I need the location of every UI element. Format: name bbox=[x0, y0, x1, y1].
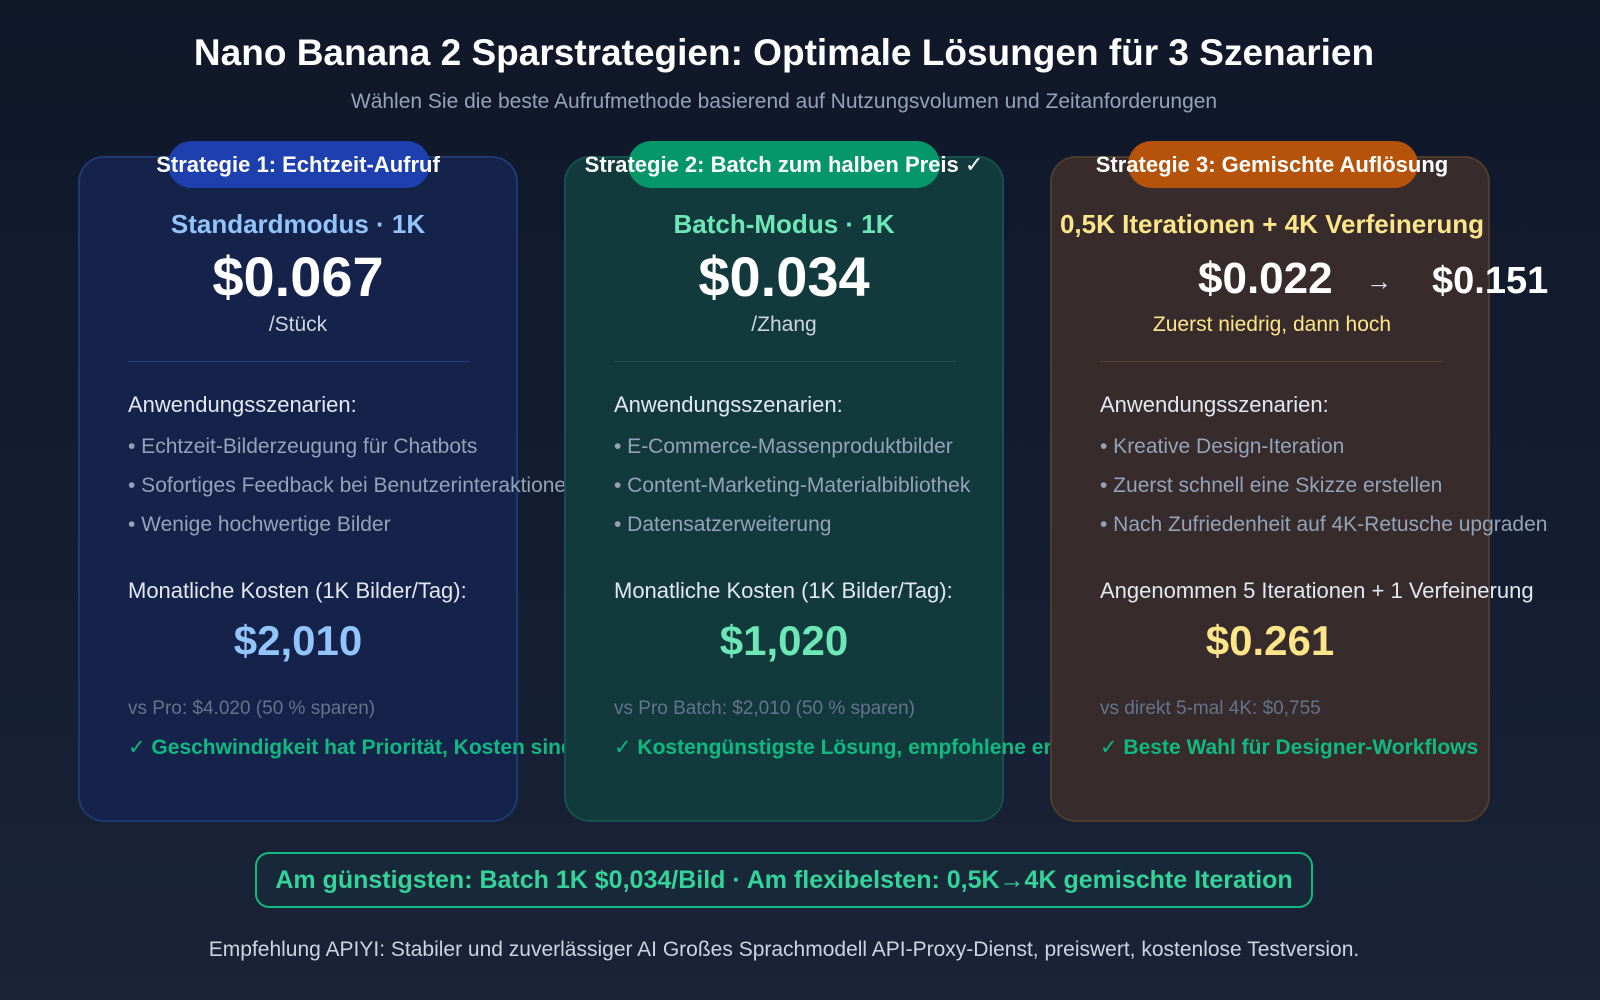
strategy-3-cost-label: Angenommen 5 Iterationen + 1 Verfeinerun… bbox=[1100, 578, 1534, 603]
strategy-2-price: $0.034 bbox=[698, 245, 870, 308]
list-item: • Sofortiges Feedback bei Benutzerintera… bbox=[128, 474, 578, 497]
list-item: • Datensatzerweiterung bbox=[614, 513, 832, 536]
strategy-3-cost: $0.261 bbox=[1205, 617, 1335, 664]
list-item: • Content-Marketing-Materialbibliothek bbox=[614, 474, 971, 497]
list-item: • Wenige hochwertige Bilder bbox=[128, 513, 391, 536]
strategy-3-badge-pill bbox=[1128, 141, 1418, 188]
strategy-2-cost-label: Monatliche Kosten (1K Bilder/Tag): bbox=[614, 578, 953, 603]
strategy-2-unit: /Zhang bbox=[751, 313, 817, 336]
strategy-3-unit: Zuerst niedrig, dann hoch bbox=[1152, 313, 1392, 336]
strategy-2-divider bbox=[614, 361, 956, 362]
strategy-2-badge-pill bbox=[628, 141, 940, 188]
strategy-1-scenarios-label: Anwendungsszenarien: bbox=[128, 392, 357, 417]
list-item: • E-Commerce-Massenproduktbilder bbox=[614, 435, 953, 458]
arrow-right-icon: → bbox=[1366, 266, 1392, 296]
strategy-3-scenarios-label: Anwendungsszenarien: bbox=[1100, 392, 1329, 417]
strategy-3-badge: Strategie 3: Gemischte Auflösung bbox=[1095, 152, 1449, 177]
list-item: • Kreative Design-Iteration bbox=[1100, 435, 1345, 458]
strategy-2-scenarios-label: Anwendungsszenarien: bbox=[614, 392, 843, 417]
strategy-3-compare: vs direkt 5-mal 4K: $0,755 bbox=[1100, 698, 1321, 719]
strategy-1-cost: $2,010 bbox=[233, 617, 363, 664]
summary-text: Am günstigsten: Batch 1K $0,034/Bild · A… bbox=[275, 866, 1293, 894]
page-title: Nano Banana 2 Sparstrategien: Optimale L… bbox=[193, 32, 1375, 73]
strategy-2-verdict: ✓ Kostengünstigste Lösung, empfohlene er… bbox=[614, 736, 1138, 759]
strategy-1-cost-label: Monatliche Kosten (1K Bilder/Tag): bbox=[128, 578, 467, 603]
list-item: • Echtzeit-Bilderzeugung für Chatbots bbox=[128, 435, 478, 458]
strategy-2-compare: vs Pro Batch: $2,010 (50 % sparen) bbox=[614, 698, 915, 719]
summary-box bbox=[255, 852, 1313, 908]
strategy-2-mode: Batch-Modus · 1K bbox=[673, 209, 895, 239]
strategy-2-badge: Strategie 2: Batch zum halben Preis ✓ bbox=[584, 152, 984, 177]
strategy-3-price-low: $0.022 bbox=[1198, 254, 1333, 303]
strategy-1-badge: Strategie 1: Echtzeit-Aufruf bbox=[156, 152, 440, 177]
strategy-3-price-high: $0.151 bbox=[1432, 260, 1549, 302]
list-item: • Zuerst schnell eine Skizze erstellen bbox=[1100, 474, 1443, 497]
strategy-1-badge-pill bbox=[168, 141, 430, 188]
footer-recommendation: Empfehlung APIYI: Stabiler und zuverläss… bbox=[208, 938, 1360, 961]
strategy-1-unit: /Stück bbox=[268, 313, 328, 336]
list-item: • Nach Zufriedenheit auf 4K-Retusche upg… bbox=[1100, 513, 1548, 536]
strategy-1-compare: vs Pro: $4.020 (50 % sparen) bbox=[128, 698, 376, 719]
strategy-1-divider bbox=[128, 361, 470, 362]
strategy-3-mode: 0,5K Iterationen + 4K Verfeinerung bbox=[1059, 209, 1485, 239]
strategy-1-price: $0.067 bbox=[212, 245, 384, 308]
page-subtitle: Wählen Sie die beste Aufrufmethode basie… bbox=[350, 90, 1218, 113]
strategy-card-1 bbox=[78, 156, 518, 822]
strategy-1-verdict: ✓ Geschwindigkeit hat Priorität, Kosten … bbox=[128, 736, 696, 759]
strategy-2-cost: $1,020 bbox=[719, 617, 849, 664]
strategy-1-mode: Standardmodus · 1K bbox=[170, 209, 426, 239]
strategy-3-divider bbox=[1100, 361, 1442, 362]
strategy-card-3 bbox=[1050, 156, 1490, 822]
strategy-3-verdict: ✓ Beste Wahl für Designer-Workflows bbox=[1100, 736, 1479, 759]
